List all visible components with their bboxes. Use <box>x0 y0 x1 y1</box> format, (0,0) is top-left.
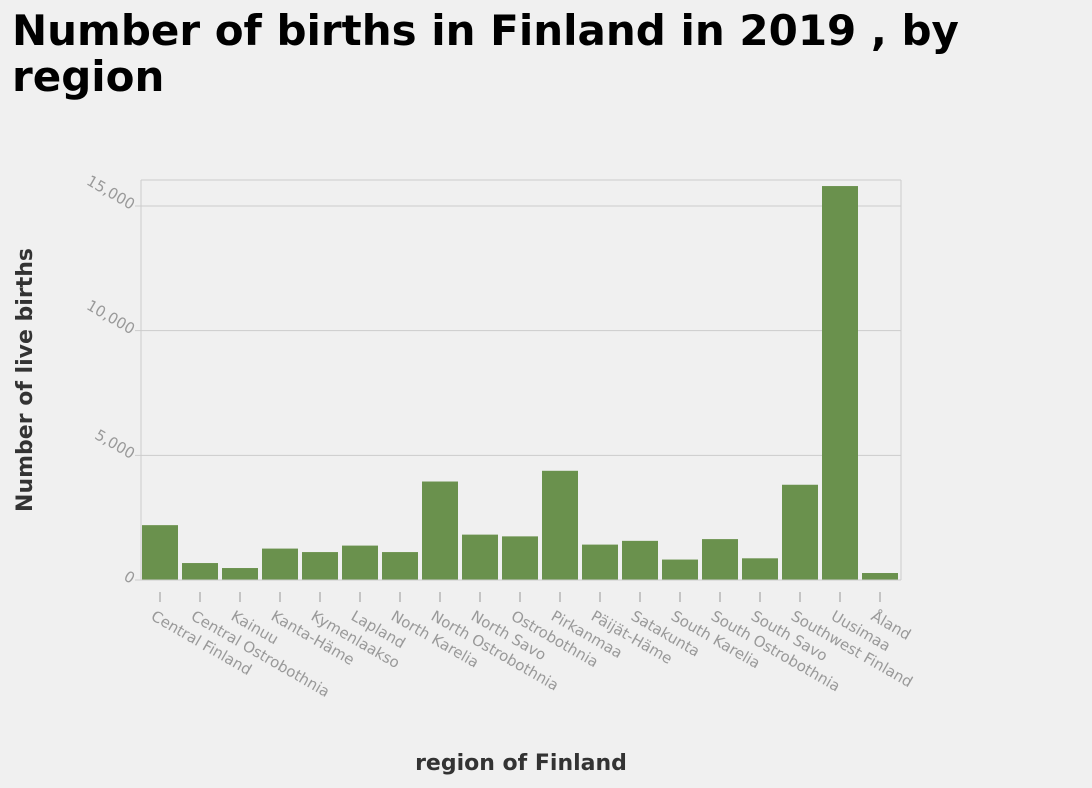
bar <box>742 558 778 580</box>
bar <box>782 484 818 580</box>
bar <box>382 552 418 580</box>
y-tick-label: 0 <box>121 567 138 587</box>
bar <box>702 539 738 580</box>
bar <box>142 525 178 580</box>
bar <box>422 481 458 580</box>
bar <box>822 186 858 580</box>
axes <box>140 179 902 602</box>
bar <box>342 545 378 580</box>
bar <box>462 534 498 580</box>
bar <box>582 544 618 580</box>
bar <box>622 540 658 580</box>
x-axis-label: region of Finland <box>415 751 627 776</box>
y-tick-label: 15,000 <box>84 172 138 214</box>
bar <box>542 470 578 580</box>
y-tick-label: 5,000 <box>92 426 138 463</box>
y-axis-label: Number of live births <box>13 248 38 512</box>
y-tick-labels: 0 5,000 10,000 15,000 <box>84 172 138 588</box>
bars <box>142 186 898 580</box>
bar <box>502 536 538 580</box>
y-tick-label: 10,000 <box>84 296 138 338</box>
bar <box>262 548 298 580</box>
chart-title: Number of births in Finland in 2019 , by… <box>12 6 959 101</box>
bar <box>862 573 898 580</box>
bar <box>222 568 258 580</box>
bar <box>662 559 698 580</box>
bar <box>302 552 338 580</box>
bar <box>182 563 218 580</box>
